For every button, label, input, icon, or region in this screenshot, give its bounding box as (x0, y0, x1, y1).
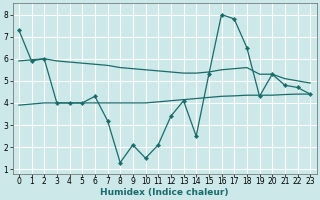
X-axis label: Humidex (Indice chaleur): Humidex (Indice chaleur) (100, 188, 229, 197)
